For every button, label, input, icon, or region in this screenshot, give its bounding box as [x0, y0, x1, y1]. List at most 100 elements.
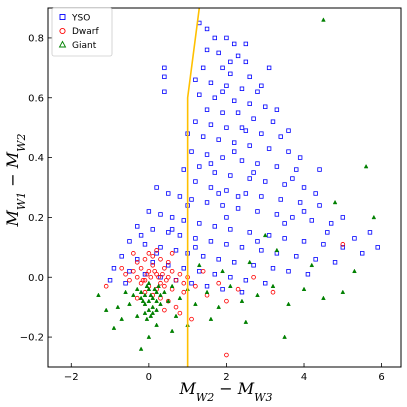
yso-point — [263, 179, 268, 184]
dwarf-point — [156, 274, 161, 280]
yso-point — [282, 221, 287, 226]
yso-point — [224, 215, 229, 220]
yso-point — [251, 170, 256, 175]
yso-point — [266, 233, 272, 238]
dwarf-point — [177, 310, 183, 316]
x-tick-label: −2 — [64, 372, 79, 383]
giant-point — [262, 232, 268, 238]
yso-point — [127, 269, 132, 274]
yso-point — [224, 125, 229, 130]
yso-point — [286, 149, 291, 154]
yso-point — [158, 245, 163, 250]
yso-point — [208, 185, 214, 190]
yso-point — [181, 218, 186, 223]
legend-giant-label: Giant — [72, 41, 97, 51]
yso-point — [255, 239, 260, 244]
giant-point — [144, 316, 150, 321]
yso-point — [208, 239, 214, 244]
yso-point — [243, 191, 249, 196]
yso-point — [212, 224, 218, 229]
dwarf-point — [164, 277, 169, 283]
yso-point — [247, 101, 252, 106]
yso-point — [193, 77, 198, 82]
yso-point — [169, 227, 175, 232]
yso-point — [177, 194, 183, 199]
yso-point — [255, 89, 260, 94]
yso-point — [286, 128, 291, 133]
yso-point — [259, 194, 264, 199]
yso-point — [231, 140, 237, 145]
y-axis-label: MW1 − MW2 — [3, 134, 28, 228]
yso-point — [270, 119, 276, 124]
giant-point — [309, 262, 315, 268]
yso-point — [239, 245, 245, 250]
dwarf-point — [123, 271, 128, 277]
x-tick-label: 6 — [378, 372, 384, 383]
dwarf-point — [140, 277, 146, 283]
yso-point — [197, 221, 202, 226]
yso-point — [138, 233, 144, 238]
yso-point — [290, 215, 295, 220]
giant-point — [103, 307, 109, 312]
giant-point — [196, 262, 202, 268]
giant-point — [96, 292, 101, 297]
dwarf-point — [224, 352, 229, 358]
yso-point — [360, 251, 365, 256]
giant-point — [216, 304, 221, 309]
yso-point — [158, 212, 163, 217]
dwarf-point — [169, 251, 175, 256]
yso-point — [228, 227, 233, 232]
yso-point — [127, 239, 132, 244]
yso-point — [282, 236, 287, 241]
yso-point — [255, 209, 260, 214]
dwarf-point — [150, 254, 156, 259]
yso-point — [278, 197, 283, 202]
legend-yso-label: YSO — [71, 14, 90, 24]
yso-point — [208, 122, 214, 127]
yso-point — [309, 218, 314, 223]
dwarf-point — [103, 283, 109, 289]
yso-point — [220, 110, 225, 115]
yso-point — [247, 74, 252, 80]
yso-point — [239, 290, 245, 295]
yso-point — [200, 65, 206, 71]
yso-point — [123, 281, 128, 286]
yso-point — [166, 191, 171, 196]
giant-point — [270, 283, 276, 288]
yso-point — [239, 86, 245, 91]
yso-point — [107, 278, 113, 283]
giant-point — [158, 301, 163, 306]
giant-point — [321, 295, 326, 300]
giant-point — [142, 310, 148, 315]
dwarf-point — [127, 277, 132, 283]
dwarf-point — [235, 286, 241, 292]
yso-point — [317, 167, 322, 172]
legend-yso-marker — [59, 14, 66, 20]
y-tick-label: 0.2 — [28, 213, 44, 224]
giant-point — [286, 301, 291, 306]
dwarf-point — [189, 316, 194, 322]
yso-point — [220, 65, 225, 71]
giant-point — [150, 295, 156, 300]
yso-point — [270, 266, 276, 271]
legend-box — [51, 7, 113, 57]
giant-point — [142, 292, 148, 297]
boundary-line — [186, 8, 201, 367]
giant-point — [239, 298, 245, 303]
dwarf-point — [270, 289, 276, 295]
yso-point — [243, 128, 249, 133]
plot-frame — [47, 7, 402, 368]
giant-point — [148, 313, 154, 318]
dwarf-point — [224, 298, 229, 304]
yso-point — [193, 245, 198, 250]
legend-giant-marker — [58, 40, 67, 48]
dwarf-point — [162, 265, 167, 271]
giant-point — [158, 292, 163, 297]
legend-dwarf-marker — [59, 27, 66, 35]
yso-point — [135, 224, 140, 229]
yso-point — [220, 155, 225, 160]
yso-point — [328, 221, 334, 226]
x-axis-label: MW2 − MW3 — [179, 379, 273, 404]
yso-point — [119, 254, 124, 259]
dwarf-point — [134, 295, 140, 301]
